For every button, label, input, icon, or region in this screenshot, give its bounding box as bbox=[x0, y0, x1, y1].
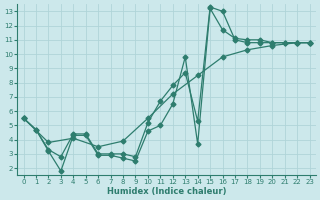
X-axis label: Humidex (Indice chaleur): Humidex (Indice chaleur) bbox=[107, 187, 226, 196]
